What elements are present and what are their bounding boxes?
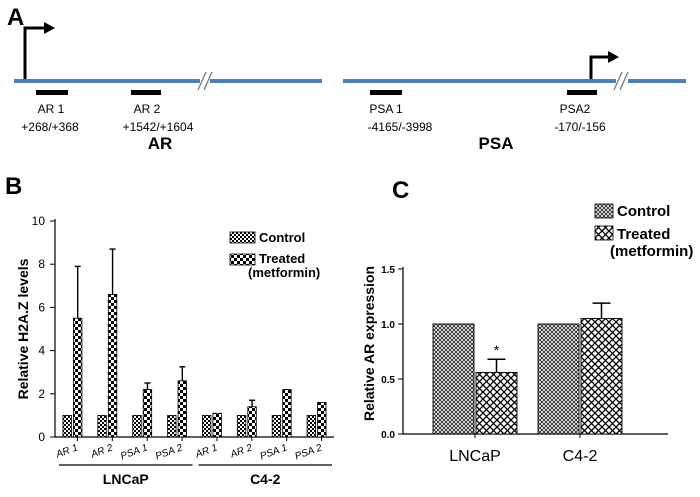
- psa2-label: PSA2: [560, 102, 591, 116]
- chart-c-y-tick-label: 0.5: [381, 375, 395, 386]
- chart-b-y-tick-label: 6: [38, 300, 45, 314]
- panel-label-a: A: [7, 4, 24, 31]
- chart-b-category-label: AR 2: [228, 442, 254, 460]
- ar1-region-bar: [36, 90, 68, 95]
- chart-b-y-tick-label: 10: [32, 214, 46, 228]
- chart-c-category-label: C4-2: [563, 448, 598, 465]
- chart-b-bar-treated: [317, 402, 327, 438]
- chart-b-y-tick-label: 2: [38, 387, 45, 401]
- chart-c: 0.0 0.5 1.0 1.5 Relative AR expression LNCaP C…: [361, 203, 693, 465]
- psa1-region-bar: [370, 90, 402, 95]
- chart-c-legend-treated: Treated: [617, 226, 670, 243]
- ar2-label: AR 2: [134, 102, 161, 116]
- chart-b-bar-control: [62, 414, 72, 438]
- chart-c-y-tick-label: 1.5: [381, 265, 395, 276]
- ar2-region-bar: [131, 90, 161, 95]
- chart-b-category-label: PSA 2: [154, 442, 184, 462]
- psa-break-mark-2: [619, 71, 629, 91]
- chart-c-bar-treated: [580, 318, 623, 435]
- chart-b-bar-control: [132, 414, 142, 438]
- ar-break-mark-1: [197, 71, 207, 91]
- chart-b-bar-treated: [142, 389, 153, 438]
- chart-c-legend-swatch-treated: [594, 225, 614, 241]
- chart-b-y-axis-title: Relative H2A.Z levels: [15, 258, 31, 399]
- ar2-coords: +1542/+1604: [123, 120, 194, 134]
- psa-tss-arrow: [589, 51, 619, 79]
- chart-b-category-label: AR 1: [54, 442, 80, 460]
- chart-b-bar-control: [271, 414, 282, 438]
- chart-c-y-tick-label: 1.0: [381, 320, 395, 331]
- chart-c-bar-control: [537, 323, 580, 435]
- chart-b-y-tick-label: 0: [38, 430, 45, 444]
- chart-b-category-label: PSA 1: [119, 442, 149, 462]
- chart-c-y-tick-label: 0.0: [381, 430, 395, 441]
- ar-gene-label: AR: [148, 134, 173, 153]
- chart-b-bar-control: [167, 414, 177, 438]
- ar1-label: AR 1: [38, 102, 65, 116]
- chart-b-bar-treated: [73, 317, 83, 438]
- chart-c-bar-control: [432, 323, 475, 435]
- chart-c-legend-treated-note: (metformin): [610, 243, 693, 260]
- panel-label-c: C: [392, 177, 409, 204]
- chart-b-category-label: PSA 2: [294, 442, 324, 462]
- chart-b-group-label: LNCaP: [103, 471, 149, 487]
- chart-b-bar-control: [236, 414, 247, 438]
- ar-tss-arrow: [23, 22, 55, 79]
- chart-b-bar-control: [97, 414, 107, 438]
- chart-b-legend-control: Control: [259, 230, 305, 245]
- chart-c-significance-marker: *: [494, 342, 500, 358]
- chart-b-legend-swatch-control: [229, 231, 256, 244]
- panel-label-b: B: [5, 173, 22, 200]
- chart-b-category-label: AR 1: [193, 442, 219, 460]
- psa-gene-label: PSA: [479, 134, 514, 153]
- chart-b-bar-treated: [107, 294, 118, 438]
- ar1-coords: +268/+368: [21, 120, 79, 134]
- psa2-coords: -170/-156: [554, 120, 606, 134]
- chart-c-legend-swatch-control: [594, 203, 614, 219]
- chart-b-y-tick-label: 8: [38, 257, 45, 271]
- chart-b-legend-treated: Treated: [259, 251, 305, 266]
- chart-b-bar-control: [202, 414, 212, 438]
- chart-b-y-tick-label: 4: [38, 344, 45, 358]
- chart-b-group-label: C4-2: [250, 471, 281, 487]
- chart-c-legend-control: Control: [617, 203, 670, 220]
- chart-c-y-axis-title: Relative AR expression: [361, 266, 377, 421]
- chart-c-bar-treated: [475, 371, 518, 435]
- chart-b-legend-swatch-treated: [229, 253, 256, 266]
- gene-diagram: AR 1 +268/+368 AR 2 +1542/+1604 AR PSA 1…: [14, 22, 686, 153]
- ar-break-mark-2: [203, 71, 213, 91]
- psa1-label: PSA 1: [369, 102, 403, 116]
- chart-b-bar-treated: [212, 412, 222, 438]
- chart-b-category-label: PSA 1: [259, 442, 289, 462]
- chart-b-category-label: AR 2: [89, 442, 115, 460]
- chart-b-bar-control: [306, 414, 316, 438]
- chart-b-bar-treated: [247, 406, 257, 438]
- psa-break-mark-1: [613, 71, 623, 91]
- chart-b-bar-treated: [177, 380, 187, 438]
- chart-c-category-label: LNCaP: [449, 448, 501, 465]
- psa1-coords: -4165/-3998: [368, 120, 433, 134]
- psa2-region-bar: [567, 90, 597, 95]
- chart-b-bar-treated: [282, 389, 292, 438]
- chart-b-legend-treated-note: (metformin): [248, 265, 320, 280]
